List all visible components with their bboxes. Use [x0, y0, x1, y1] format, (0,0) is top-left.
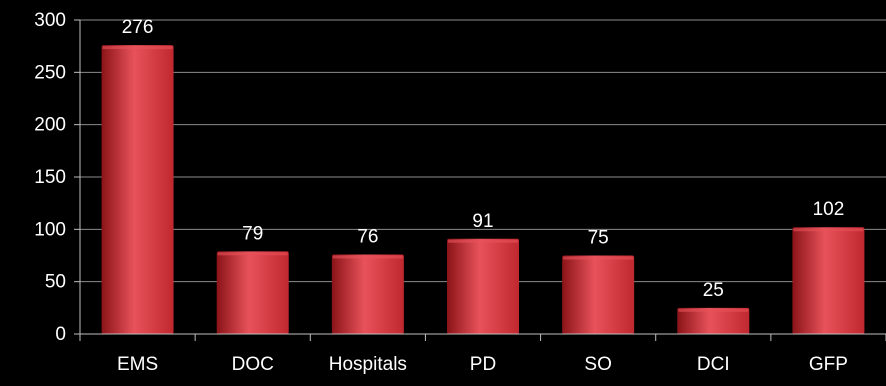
bar-highlight — [793, 228, 864, 232]
bar-so — [562, 255, 635, 334]
y-axis-tick-label: 150 — [34, 167, 66, 188]
y-axis-tick-label: 200 — [34, 115, 66, 136]
y-axis-tick-labels: 0 50 100 150 200 250 300 — [34, 10, 66, 345]
y-axis-tick-label: 50 — [45, 272, 66, 293]
bar-highlight — [448, 239, 518, 243]
bar-highlight — [678, 308, 749, 312]
x-axis-tick-label: Hospitals — [329, 354, 407, 375]
data-label: 79 — [242, 223, 263, 244]
bar-pd — [447, 238, 519, 334]
x-axis-tick-label: DCI — [697, 354, 730, 375]
bar-highlight — [563, 256, 634, 260]
data-label: 102 — [813, 199, 845, 220]
x-axis-tick-label: SO — [584, 354, 611, 375]
bar-highlight — [217, 252, 288, 256]
y-axis-tick-label: 250 — [34, 62, 66, 83]
bar-hospitals — [331, 254, 404, 334]
bar-highlight — [332, 255, 403, 259]
bar-gfp — [792, 227, 865, 334]
data-label: 91 — [472, 211, 493, 232]
gridlines — [80, 19, 886, 283]
x-axis-tick-label: GFP — [809, 354, 848, 375]
x-axis-tick-label: PD — [470, 354, 496, 375]
x-axis-tick-labels: EMS DOC Hospitals PD SO DCI GFP — [117, 354, 848, 375]
x-axis-tick-label: DOC — [232, 354, 274, 375]
bar-highlight — [102, 46, 173, 50]
y-axis-tick-label: 0 — [55, 324, 66, 345]
y-axis-tick-label: 300 — [34, 10, 66, 31]
bar-ems — [101, 45, 174, 335]
x-axis-tick-label: EMS — [117, 354, 158, 375]
bars — [101, 45, 865, 335]
y-axis-tick-label: 100 — [34, 219, 66, 240]
data-label: 25 — [703, 280, 724, 301]
bar-doc — [216, 251, 289, 334]
axes — [74, 19, 886, 341]
data-label: 76 — [357, 226, 378, 247]
data-label: 75 — [588, 228, 609, 249]
data-label: 276 — [122, 17, 154, 38]
bar-dci — [677, 307, 750, 334]
data-labels: 276 79 76 91 75 25 102 — [122, 17, 845, 301]
